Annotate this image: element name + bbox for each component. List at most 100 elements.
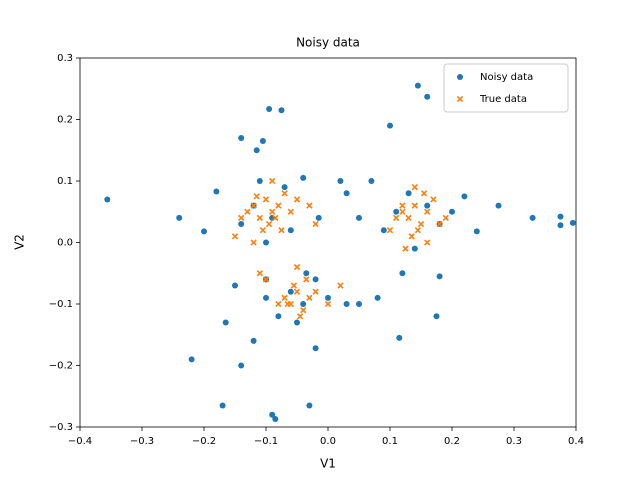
point [356,214,362,221]
point [238,362,245,369]
point [356,301,362,307]
point [238,214,245,222]
point [188,356,195,363]
point [424,93,431,100]
point [374,294,381,301]
point [411,245,418,252]
chart-title: Noisy data [296,36,360,50]
point [278,227,285,234]
point [495,202,502,209]
point [256,270,263,277]
point [529,214,536,221]
point [284,300,291,308]
point [259,227,267,234]
point [219,402,226,409]
point [393,214,400,222]
point [231,233,239,240]
legend-marker [456,95,464,103]
y-tick-label: 0.1 [57,176,73,187]
point [399,270,406,277]
x-tick-label: 0.3 [506,436,522,447]
point [253,147,260,154]
point [244,208,251,215]
point [424,208,431,215]
point [324,300,332,308]
point [300,301,307,307]
point [293,263,301,271]
point [569,219,576,226]
point [263,294,269,301]
legend-box [443,63,569,113]
point [424,239,431,246]
point [449,208,455,215]
point [256,214,263,222]
point [263,239,269,246]
point [201,228,207,235]
legend-marker [457,74,463,80]
point [436,220,443,228]
point [293,196,301,203]
point [420,190,428,197]
point [275,313,282,320]
point [368,178,375,184]
x-tick-label: 0.2 [444,436,460,447]
point [265,220,273,228]
point [557,222,564,229]
point [461,193,468,200]
point [250,202,257,209]
x-tick-label: −0.3 [130,436,154,447]
point [287,208,294,215]
point [256,178,263,184]
point [312,288,319,295]
point [269,411,276,418]
point [294,319,300,326]
point [262,196,270,203]
point [250,239,257,246]
point [275,202,282,209]
point [337,282,344,289]
point [281,184,288,191]
legend-label: Noisy data [480,72,533,83]
point [442,214,449,222]
point [287,227,294,234]
point [411,202,418,209]
point [300,306,307,314]
point [411,183,418,191]
point [222,319,229,326]
y-tick-label: 0.3 [57,53,73,64]
point [266,106,273,113]
x-tick-label: 0.1 [382,436,398,447]
point [424,202,431,209]
x-tick-label: 0.0 [320,436,336,447]
y-axis-label: V2 [13,234,27,250]
y-tick-label: −0.2 [49,361,73,372]
point [262,276,270,283]
y-tick-label: −0.1 [49,299,73,310]
point [315,214,322,221]
plot-frame [79,57,577,428]
point [393,208,400,215]
point [399,208,406,215]
point [380,227,387,234]
x-tick-label: −0.4 [68,436,92,447]
point [275,300,282,308]
point [303,270,310,277]
y-tick-label: 0.2 [57,115,73,126]
x-tick-label: 0.4 [568,436,584,447]
point [272,214,279,222]
point [278,107,285,114]
point [414,227,422,234]
point [287,288,294,295]
point [272,416,279,423]
point [269,177,276,185]
point [238,134,245,141]
x-axis-label: V1 [320,457,336,471]
point [306,294,313,302]
point [303,276,310,283]
point [300,174,307,181]
point [343,190,350,197]
point [386,227,394,234]
point [259,138,266,145]
point [281,190,288,197]
